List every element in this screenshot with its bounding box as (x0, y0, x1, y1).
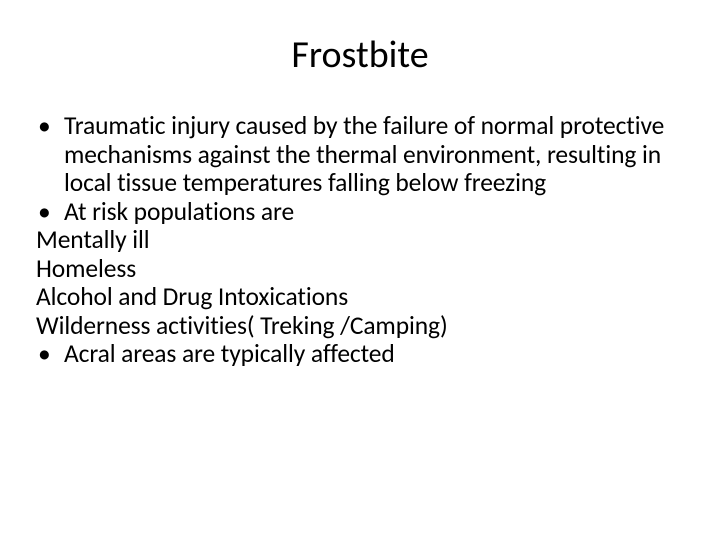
bullet-text: Acral areas are typically affected (64, 340, 684, 369)
bullet-item-2: • At risk populations are (36, 198, 684, 227)
bullet-text: Traumatic injury caused by the failure o… (64, 112, 684, 198)
bullet-icon: • (36, 112, 64, 198)
slide: Frostbite • Traumatic injury caused by t… (0, 0, 720, 540)
plain-line-4: Wilderness activities( Treking /Camping) (36, 312, 684, 341)
bullet-item-1: • Traumatic injury caused by the failure… (36, 112, 684, 198)
slide-title: Frostbite (36, 32, 684, 78)
bullet-text: At risk populations are (64, 198, 684, 227)
bullet-icon: • (36, 340, 64, 369)
plain-line-2: Homeless (36, 255, 684, 284)
plain-line-1: Mentally ill (36, 226, 684, 255)
plain-line-3: Alcohol and Drug Intoxications (36, 283, 684, 312)
bullet-item-3: • Acral areas are typically affected (36, 340, 684, 369)
bullet-icon: • (36, 198, 64, 227)
slide-body: • Traumatic injury caused by the failure… (36, 112, 684, 369)
